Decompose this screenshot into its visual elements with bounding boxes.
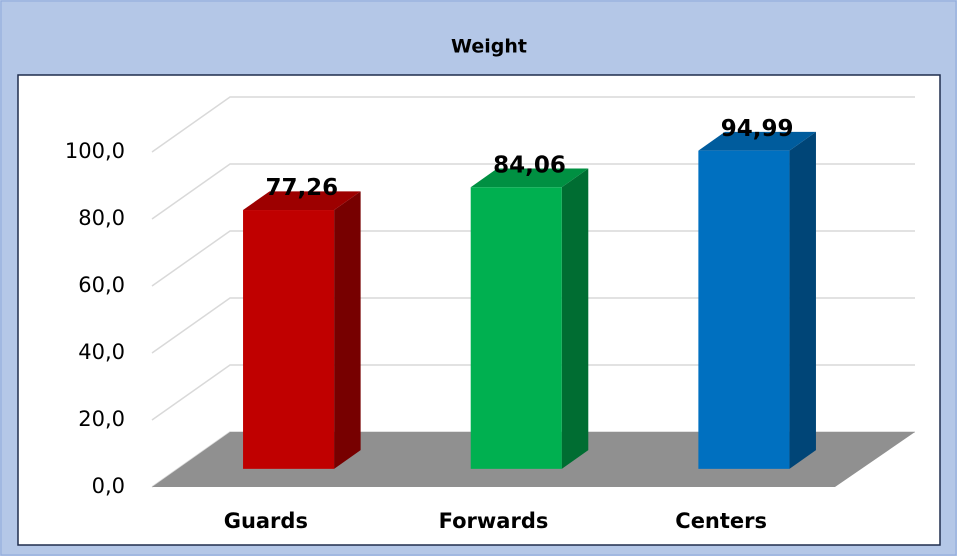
grid-line [151, 230, 915, 287]
grid-line [151, 364, 915, 421]
bar-side [561, 168, 589, 469]
y-tick-label: 0,0 [92, 474, 125, 498]
value-label: 77,26 [265, 175, 338, 201]
bar-side [789, 131, 816, 469]
grid-line [151, 96, 915, 153]
y-tick-label: 60,0 [78, 273, 125, 297]
y-tick-label: 100,0 [65, 139, 125, 163]
grid-line [151, 297, 915, 354]
value-label: 94,99 [721, 116, 794, 142]
chart-title: Weight [451, 36, 527, 58]
bar [698, 150, 790, 469]
bar-top [243, 191, 361, 211]
value-label: 84,06 [493, 152, 566, 178]
y-tick-label: 80,0 [78, 206, 125, 230]
y-tick-label: 40,0 [78, 340, 125, 364]
x-tick-label: Guards [224, 509, 308, 533]
bar [243, 210, 335, 469]
bar-side [334, 191, 361, 469]
grid-line [151, 163, 915, 220]
bar-top [470, 168, 589, 188]
x-tick-label: Forwards [439, 509, 549, 533]
y-tick-label: 20,0 [78, 407, 125, 431]
x-tick-label: Centers [675, 509, 767, 533]
bar [470, 187, 562, 469]
bar-top [698, 131, 816, 151]
